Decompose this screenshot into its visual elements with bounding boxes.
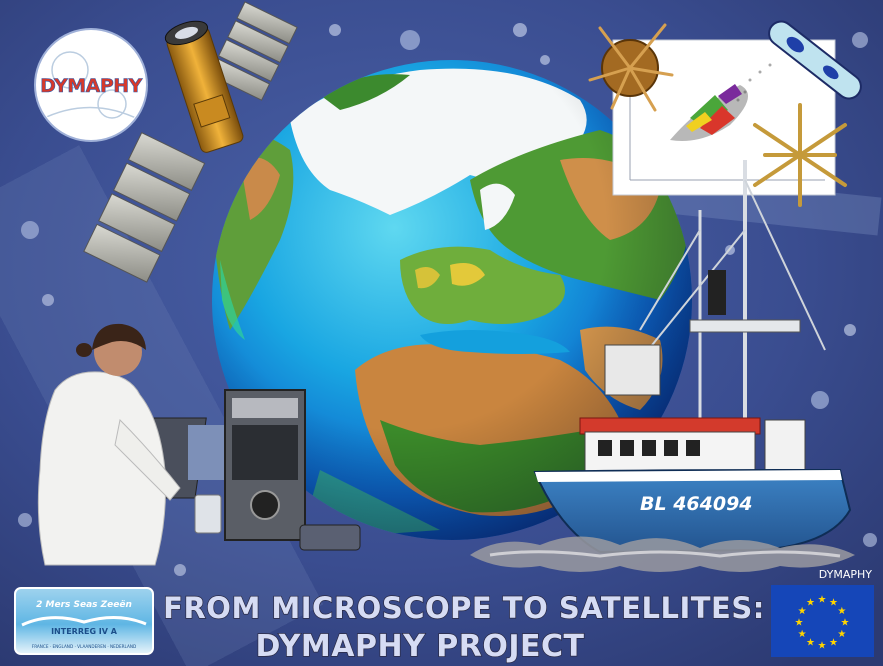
eu-star-icon: ★ bbox=[818, 641, 827, 652]
corner-label: DYMAPHY bbox=[819, 568, 873, 581]
interreg-logo-line3: FRANCE · ENGLAND · VLAANDEREN · NEDERLAN… bbox=[32, 644, 136, 649]
sea-wave bbox=[470, 536, 855, 572]
satellite-icon bbox=[83, 1, 298, 283]
ship-registration: BL 464094 bbox=[640, 493, 753, 515]
eu-star-icon: ★ bbox=[837, 629, 846, 640]
poster-title: FROM MICROSCOPE TO SATELLITES: DYMAPHY P… bbox=[162, 590, 765, 664]
interreg-logo: 2 Mers Seas Zeeën INTERREG IV A FRANCE ·… bbox=[14, 587, 154, 655]
fishing-ship-icon: BL 464094 bbox=[533, 160, 852, 554]
eu-flag-icon: ★ ★★★★★★★★★★★ bbox=[771, 585, 874, 657]
eu-star-icon: ★ bbox=[806, 598, 815, 609]
spiky-phytoplankton-icon bbox=[588, 23, 674, 112]
eu-star-icon: ★ bbox=[841, 618, 850, 629]
eu-star-icon: ★ bbox=[829, 598, 838, 609]
eu-star-icon: ★ bbox=[818, 595, 827, 606]
dymaphy-logo: DYMAPHY bbox=[34, 28, 148, 142]
title-line-2: DYMAPHY PROJECT bbox=[255, 629, 584, 664]
diatom-cell-icon bbox=[768, 20, 862, 100]
dymaphy-logo-text: DYMAPHY bbox=[40, 75, 143, 97]
earth-globe-icon bbox=[212, 60, 692, 540]
title-line-1: FROM MICROSCOPE TO SATELLITES: bbox=[163, 591, 765, 625]
interreg-logo-line1: 2 Mers Seas Zeeën bbox=[36, 600, 132, 610]
eu-star-icon: ★ bbox=[829, 637, 838, 648]
eu-star-icon: ★ bbox=[798, 606, 807, 617]
scientist-figure bbox=[37, 323, 181, 566]
eu-star-icon: ★ bbox=[837, 606, 846, 617]
eu-star-icon: ★ bbox=[798, 629, 807, 640]
eu-star-icon: ★ bbox=[795, 618, 804, 629]
interreg-logo-line2: INTERREG IV A bbox=[51, 627, 118, 636]
eu-star-icon: ★ bbox=[806, 637, 815, 648]
phytoplankton-star-icon bbox=[753, 103, 847, 207]
